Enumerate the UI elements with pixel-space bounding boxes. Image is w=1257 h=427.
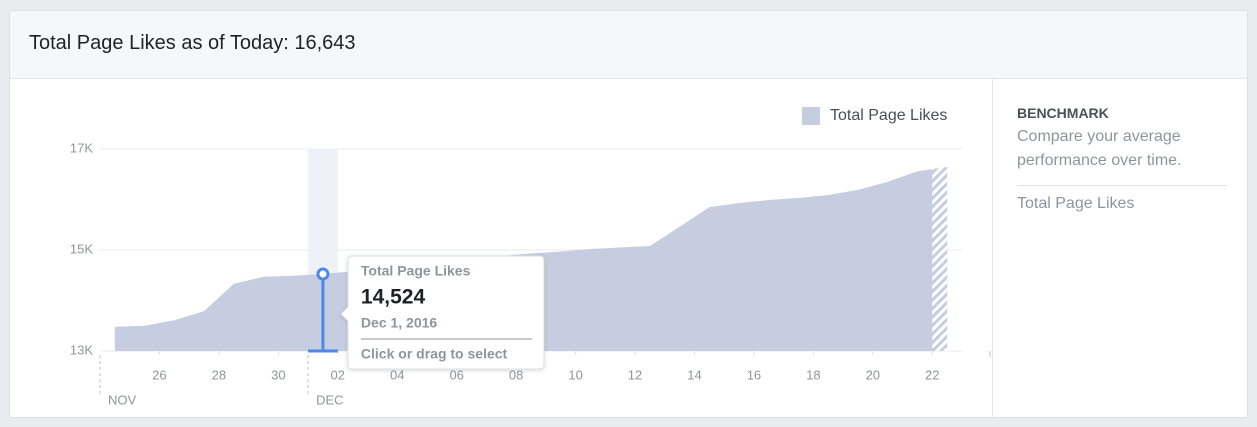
x-tick-label: 16 [747, 367, 761, 382]
x-tick-label: 22 [925, 367, 939, 382]
legend-label: Total Page Likes [830, 107, 947, 124]
tooltip-box [340, 255, 545, 370]
x-tick-label: 10 [568, 367, 582, 382]
tooltip: Total Page Likes 14,524 Dec 1, 2016 Click o… [340, 255, 545, 370]
header: Total Page Likes as of Today: 16,643 [10, 11, 1247, 79]
y-tick-label: 13K [70, 342, 93, 357]
sidebar-heading: BENCHMARK [1017, 105, 1109, 121]
y-tick-label: 15K [70, 241, 93, 256]
incomplete-day [932, 167, 948, 351]
x-tick-label: 28 [212, 367, 226, 382]
legend-swatch [802, 107, 820, 125]
tooltip-date: Dec 1, 2016 [361, 315, 437, 331]
x-tick-label: 04 [390, 367, 404, 382]
marker-dot [316, 267, 330, 281]
sidebar-description: Compare your average performance over ti… [1017, 128, 1182, 169]
header-title: Total Page Likes as of Today: 16,643 [29, 32, 356, 54]
x-tick-label: 18 [806, 367, 820, 382]
x-tick-label: 26 [152, 367, 166, 382]
separator [1017, 185, 1227, 186]
tooltip-value: 14,524 [361, 286, 426, 309]
sidebar-metric[interactable]: Total Page Likes [1017, 195, 1135, 212]
x-tick-label: 08 [509, 367, 523, 382]
x-tick-label: 30 [271, 367, 285, 382]
y-tick-label: 17K [70, 140, 93, 155]
month-label: NOV [108, 392, 137, 407]
x-tick-label: 14 [687, 367, 701, 382]
month-label: DEC [316, 392, 343, 407]
x-tick-label: 20 [866, 367, 880, 382]
tooltip-hint: Click or drag to select [361, 346, 508, 362]
chart: 13K 15K 17K 26 28 30 02 04 06 08 10 12 14 16 18 20 22 NOV… [70, 107, 991, 407]
tooltip-title: Total Page Likes [361, 263, 471, 279]
divider [992, 79, 993, 417]
x-tick-label: 12 [628, 367, 642, 382]
x-tick-label: 06 [449, 367, 463, 382]
x-tick-label: 02 [331, 367, 345, 382]
